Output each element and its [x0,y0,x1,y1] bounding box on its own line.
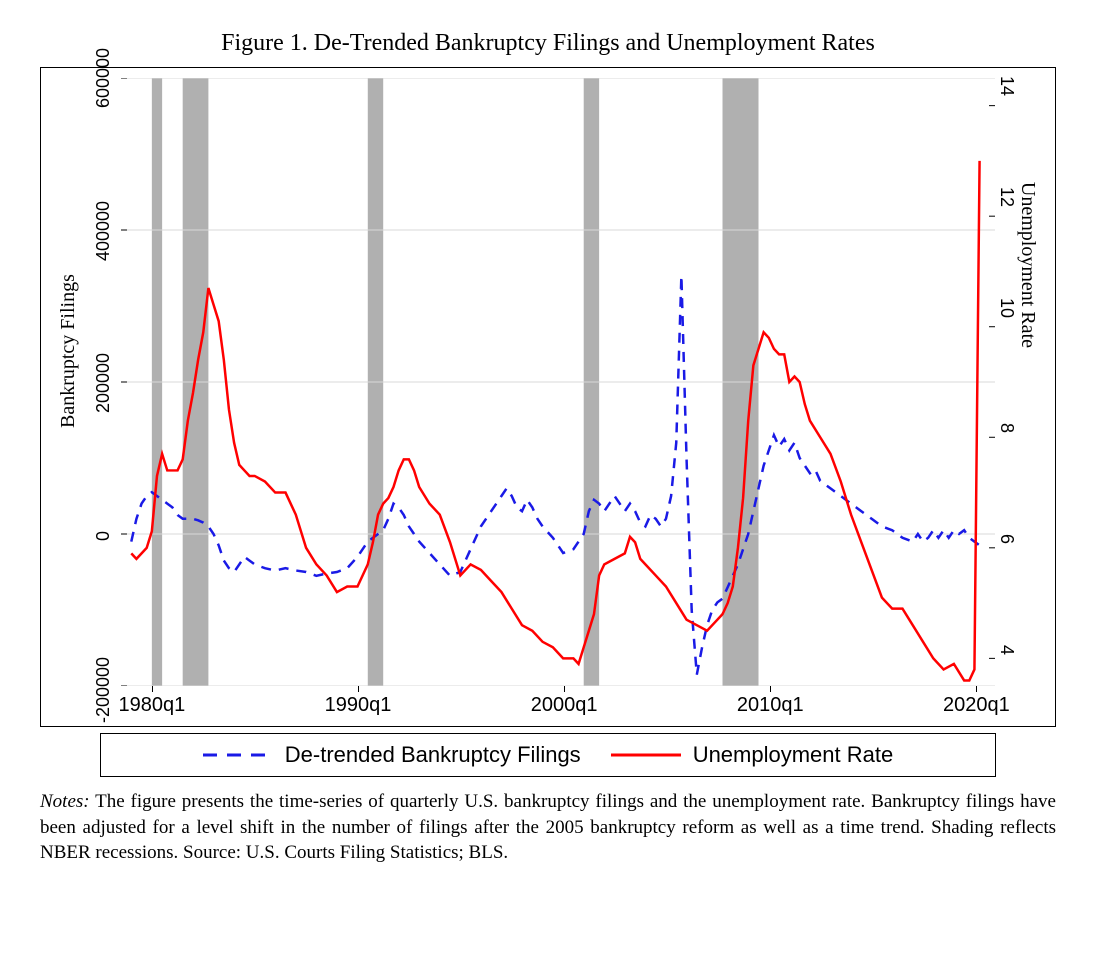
xtick-mark [358,686,359,692]
xtick-label: 1980q1 [119,694,186,717]
legend-label-unemployment: Unemployment Rate [693,742,894,768]
xtick-mark [564,686,565,692]
figure-title: Figure 1. De-Trended Bankruptcy Filings … [40,30,1056,57]
figure-notes: Notes: The figure presents the time-seri… [40,789,1056,866]
ytick-right: 4 [996,645,1017,655]
ytick-right: 8 [996,423,1017,433]
y-axis-left-title: Bankruptcy Filings [57,274,80,428]
xtick-label: 1990q1 [325,694,392,717]
ytick-right: 10 [996,298,1017,318]
ytick-left: 600000 [93,48,114,108]
legend-item-unemployment: Unemployment Rate [611,742,894,768]
legend-item-bankruptcy: De-trended Bankruptcy Filings [203,742,581,768]
ytick-left: 0 [93,530,114,540]
figure: Figure 1. De-Trended Bankruptcy Filings … [40,30,1056,866]
y-axis-left: Bankruptcy Filings -20000002000004000006… [41,68,121,726]
xtick-mark [976,686,977,692]
ytick-left: 200000 [93,353,114,413]
ytick-left: 400000 [93,200,114,260]
notes-label: Notes: [40,791,90,812]
xtick-label: 2010q1 [737,694,804,717]
y-axis-right-title: Unemployment Rate [1016,182,1039,348]
chart-svg [121,78,995,686]
ytick-right: 14 [996,76,1017,96]
ytick-left: -200000 [93,657,114,723]
xtick-mark [770,686,771,692]
ytick-right: 6 [996,534,1017,544]
notes-text: The figure presents the time-series of q… [40,791,1056,863]
y-axis-right: Unemployment Rate 4 6 8 10 12 14 [995,68,1055,726]
legend-swatch-unemployment [611,745,681,765]
ytick-right: 12 [996,187,1017,207]
legend-swatch-bankruptcy [203,745,273,765]
xtick-mark [152,686,153,692]
legend: De-trended Bankruptcy Filings Unemployme… [100,733,996,777]
x-axis: 1980q11990q12000q12010q12020q1 [121,686,995,726]
xtick-label: 2000q1 [531,694,598,717]
legend-label-bankruptcy: De-trended Bankruptcy Filings [285,742,581,768]
plot-area [121,78,995,686]
chart-container: Bankruptcy Filings -200000 0 200000 400000 6… [40,67,1056,727]
xtick-label: 2020q1 [943,694,1010,717]
